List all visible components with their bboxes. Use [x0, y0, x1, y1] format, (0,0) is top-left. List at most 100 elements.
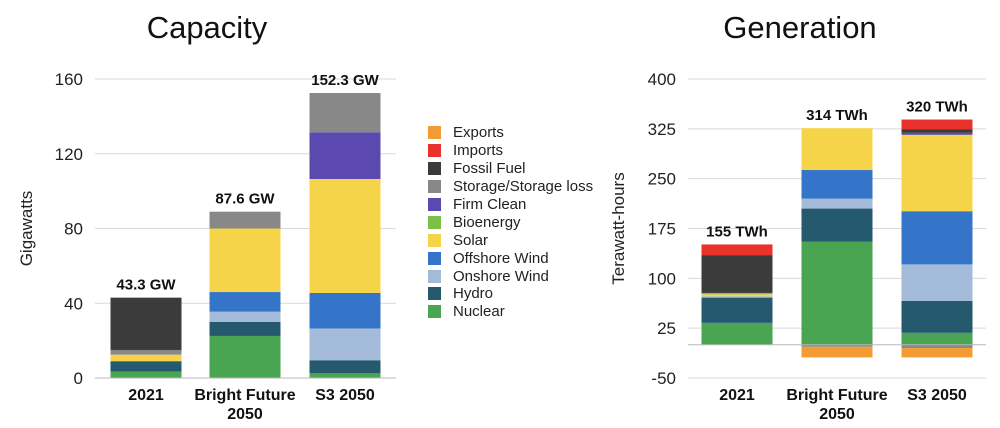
capacity-bar-segment-solar	[209, 228, 281, 293]
generation-bar-segment-firm-clean	[901, 132, 973, 135]
generation-bar-segment-onshore-wind	[701, 296, 773, 298]
capacity-bar-segment-storage-storage-loss	[209, 211, 281, 229]
generation-bar-segment-offshore-wind	[801, 170, 873, 199]
generation-bar-segment-imports	[701, 244, 773, 256]
legend-swatch	[428, 215, 441, 229]
generation-bar-segment-onshore-wind	[901, 264, 973, 301]
generation-bar-segment-hydro	[701, 297, 773, 323]
generation-bar-segment-hydro	[801, 208, 873, 242]
generation-y-tick-label: 400	[648, 70, 676, 89]
generation-y-tick-label: 100	[648, 269, 676, 288]
capacity-bar-segment-onshore-wind	[209, 311, 281, 322]
legend-swatch	[428, 305, 441, 319]
capacity-bar-segment-nuclear	[209, 335, 281, 378]
generation-bar-segment-nuclear	[901, 332, 973, 345]
chart-legend: Exports Imports Fossil Fuel Storage/Storage…	[428, 124, 593, 321]
capacity-bar-segment-storage-storage-loss	[110, 349, 182, 355]
generation-bar-segment-bioenergy	[701, 292, 773, 295]
capacity-y-tick-label: 120	[55, 145, 83, 164]
generation-x-category-label: S3 2050	[907, 387, 967, 404]
generation-bar-segment-solar	[701, 294, 773, 297]
generation-bar-segment-imports	[901, 119, 973, 130]
generation-bar-segment-exports	[801, 346, 873, 358]
capacity-y-tick-label: 80	[64, 220, 83, 239]
capacity-total-label: 87.6 GW	[215, 191, 275, 208]
capacity-x-category-label: S3 2050	[315, 387, 375, 404]
generation-bar-segment-solar	[801, 128, 873, 171]
generation-total-label: 155 TWh	[706, 223, 768, 240]
generation-x-category-label: 2021	[719, 387, 755, 404]
capacity-bar-segment-hydro	[209, 321, 281, 336]
generation-chart-title: Generation	[723, 10, 877, 45]
legend-swatch	[428, 287, 441, 301]
generation-bar-segment-nuclear	[701, 322, 773, 345]
capacity-x-category-label: Bright Future	[194, 387, 295, 404]
capacity-bar-segment-hydro	[309, 360, 381, 374]
generation-y-tick-label: 25	[657, 319, 676, 338]
capacity-bar-segment-hydro	[110, 361, 182, 372]
generation-bar-segment-fossil-fuel	[701, 255, 773, 293]
legend-label: Nuclear	[453, 303, 505, 321]
legend-swatch	[428, 180, 441, 194]
legend-label: Exports	[453, 124, 504, 142]
capacity-bar-segment-offshore-wind	[309, 292, 381, 329]
capacity-bar-segment-onshore-wind	[309, 328, 381, 361]
generation-bar-segment-onshore-wind	[801, 198, 873, 209]
legend-item: Imports	[428, 142, 593, 160]
generation-total-label: 314 TWh	[806, 107, 868, 124]
generation-y-tick-label: -50	[651, 369, 676, 388]
generation-y-tick-label: 325	[648, 120, 676, 139]
legend-item: Bioenergy	[428, 213, 593, 231]
generation-bar-segment-nuclear	[801, 241, 873, 345]
generation-x-category-label: 2050	[819, 406, 855, 423]
capacity-bar-segment-nuclear	[110, 371, 182, 378]
generation-total-label: 320 TWh	[906, 99, 968, 116]
legend-swatch	[428, 251, 441, 265]
legend-swatch	[428, 162, 441, 176]
generation-bar-segment-exports	[901, 348, 973, 358]
generation-y-axis-label: Terawatt-hours	[609, 172, 628, 284]
generation-bar-segment-offshore-wind	[901, 211, 973, 265]
legend-label: Offshore Wind	[453, 249, 549, 267]
capacity-bar-segment-offshore-wind	[209, 292, 281, 312]
generation-bar-segment-solar	[901, 134, 973, 212]
legend-item: Onshore Wind	[428, 267, 593, 285]
capacity-y-tick-label: 0	[74, 369, 83, 388]
capacity-bar-segment-solar	[309, 178, 381, 293]
legend-swatch	[428, 269, 441, 283]
legend-swatch	[428, 198, 441, 211]
generation-y-tick-label: 175	[648, 220, 676, 239]
capacity-x-category-label: 2021	[128, 387, 164, 404]
capacity-total-label: 43.3 GW	[116, 277, 176, 294]
legend-label: Hydro	[453, 285, 494, 303]
legend-item: Nuclear	[428, 303, 593, 321]
capacity-bar-segment-solar	[110, 354, 182, 362]
legend-label: Solar	[453, 231, 489, 249]
generation-bar-segment-storage-storage-loss	[801, 344, 873, 347]
legend-label: Fossil Fuel	[453, 160, 526, 178]
legend-label: Storage/Storage loss	[453, 178, 594, 196]
generation-x-category-label: Bright Future	[786, 387, 887, 404]
generation-y-tick-label: 250	[648, 170, 676, 189]
legend-item: Offshore Wind	[428, 249, 593, 267]
legend-label: Firm Clean	[453, 196, 527, 213]
capacity-bar-segment-nuclear	[309, 373, 381, 378]
legend-item: Solar	[428, 231, 593, 249]
capacity-bar-segment-fossil-fuel	[110, 297, 182, 350]
capacity-y-tick-label: 40	[64, 294, 83, 313]
legend-swatch	[428, 144, 441, 158]
legend-item: Storage/Storage loss	[428, 178, 593, 196]
legend-item: Firm Clean	[428, 196, 593, 214]
legend-swatch	[428, 126, 441, 140]
legend-swatch	[428, 233, 441, 247]
capacity-bar-segment-firm-clean	[309, 132, 381, 179]
generation-bar-segment-fossil-fuel	[901, 129, 973, 133]
legend-label: Onshore Wind	[453, 267, 549, 285]
generation-bar-segment-hydro	[901, 300, 973, 333]
capacity-y-tick-label: 160	[55, 70, 83, 89]
legend-item: Fossil Fuel	[428, 160, 593, 178]
capacity-chart-title: Capacity	[146, 10, 268, 45]
capacity-x-category-label: 2050	[227, 406, 263, 423]
